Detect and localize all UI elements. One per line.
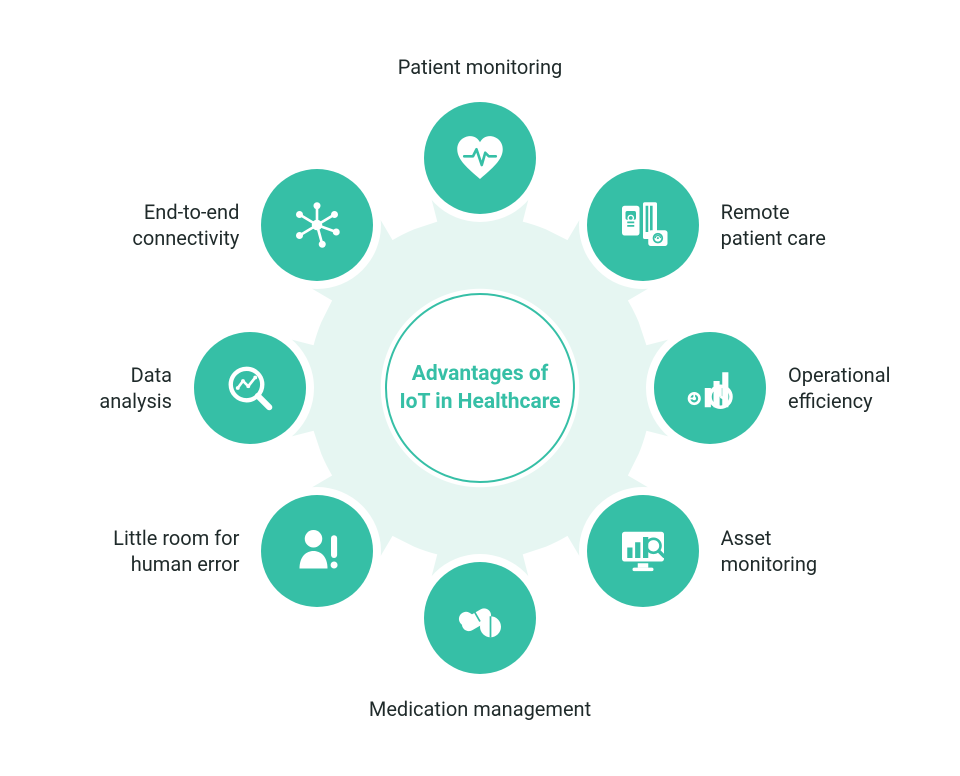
node-4-label: Medication management: [369, 696, 591, 722]
node-3-label: Asset monitoring: [721, 525, 818, 577]
chart-icon: [654, 332, 766, 444]
person-icon: [261, 495, 373, 607]
node-5: [253, 487, 381, 615]
node-7-label: End-to-end connectivity: [132, 199, 239, 251]
center-circle: Advantages of IoT in Healthcare: [385, 293, 575, 483]
node-2-label: Operational efficiency: [788, 362, 890, 414]
magnify-icon: [194, 332, 306, 444]
pills-icon: [424, 562, 536, 674]
node-5-label: Little room for human error: [113, 525, 239, 577]
node-1-label: Remote patient care: [721, 199, 826, 251]
node-2: [646, 324, 774, 452]
node-0-label: Patient monitoring: [398, 54, 562, 80]
devices-icon: [587, 169, 699, 281]
node-6: [186, 324, 314, 452]
monitor-icon: [587, 495, 699, 607]
network-icon: [261, 169, 373, 281]
center-title: Advantages of IoT in Healthcare: [399, 360, 561, 417]
node-3: [579, 487, 707, 615]
infographic-canvas: Advantages of IoT in Healthcare Patient …: [0, 0, 960, 776]
node-4: [416, 554, 544, 682]
node-6-label: Data analysis: [99, 362, 172, 414]
node-0: [416, 94, 544, 222]
node-7: [253, 161, 381, 289]
node-1: [579, 161, 707, 289]
heart-icon: [424, 102, 536, 214]
